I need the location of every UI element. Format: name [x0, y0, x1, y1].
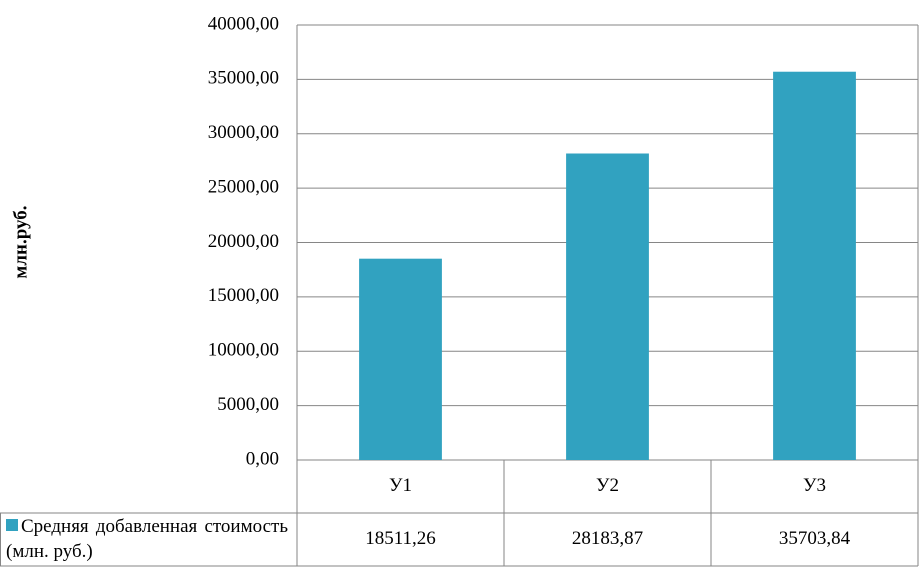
x-tick-label: У3 — [803, 475, 826, 496]
y-tick-label: 40000,00 — [208, 13, 279, 34]
bar — [566, 153, 649, 460]
y-tick-label: 30000,00 — [208, 122, 279, 143]
y-tick-label: 5000,00 — [217, 394, 279, 415]
y-axis-label: млн.руб. — [10, 205, 31, 278]
y-tick-label: 10000,00 — [208, 340, 279, 361]
legend-entry: Средняя добавленная стоимость (млн. руб.… — [6, 514, 288, 564]
table-value: 28183,87 — [572, 528, 643, 549]
x-tick-label: У2 — [596, 475, 619, 496]
y-tick-label: 0,00 — [246, 448, 279, 469]
y-tick-label: 25000,00 — [208, 176, 279, 197]
y-tick-label: 35000,00 — [208, 68, 279, 89]
legend-label: Средняя добавленная стоимость (млн. руб.… — [6, 516, 288, 562]
table-value: 35703,84 — [779, 528, 851, 549]
table-value: 18511,26 — [365, 528, 436, 549]
y-tick-label: 15000,00 — [208, 285, 279, 306]
bar — [359, 258, 442, 460]
bar — [773, 71, 856, 461]
y-tick-label: 20000,00 — [208, 231, 279, 252]
x-tick-label: У1 — [389, 475, 412, 496]
legend-key — [6, 519, 18, 531]
